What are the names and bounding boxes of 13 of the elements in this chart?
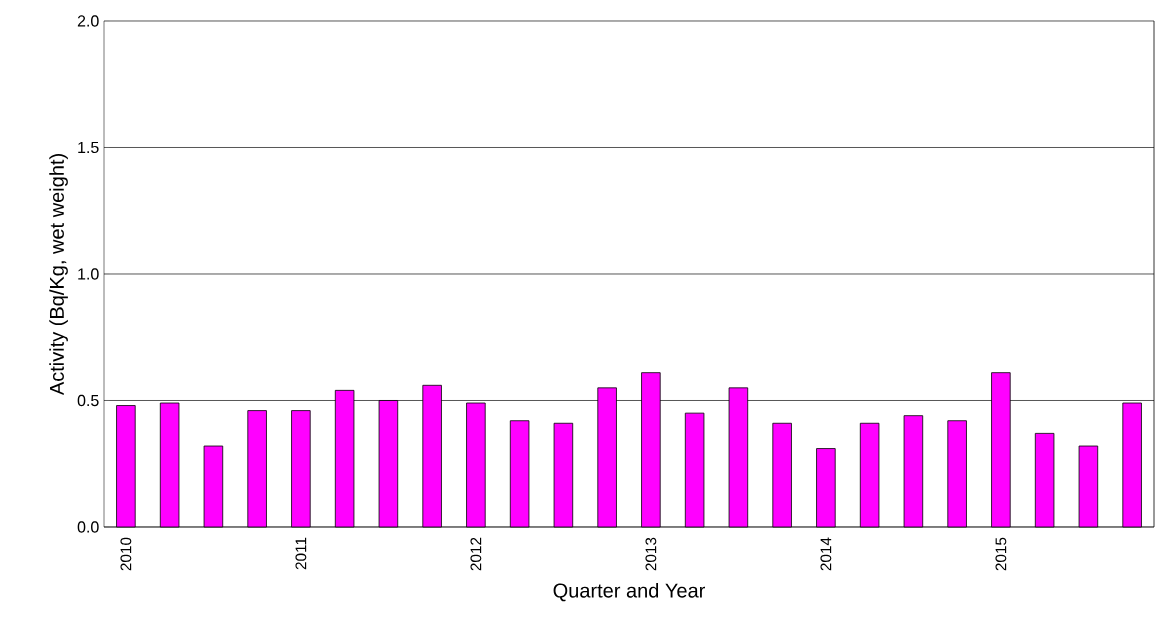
x-axis-title: Quarter and Year (553, 582, 705, 602)
x-tick-label: 2011 (295, 537, 307, 570)
x-tick-label: 2013 (645, 537, 657, 571)
x-tick-label: 2015 (995, 537, 1007, 571)
y-tick-label: 1.5 (78, 141, 99, 154)
y-tick-label: 2.0 (77, 15, 99, 27)
y-tick-label: 1.0 (78, 268, 99, 280)
y-tick-label: 0.5 (77, 394, 99, 407)
y-tick-label: 0.0 (77, 521, 99, 533)
x-tick-label: 2014 (820, 537, 832, 571)
x-tick-label: 2010 (120, 537, 132, 571)
x-tick-label: 2012 (470, 537, 482, 571)
y-axis-title: Activity (Bq/Kg, wet weight) (49, 154, 68, 396)
